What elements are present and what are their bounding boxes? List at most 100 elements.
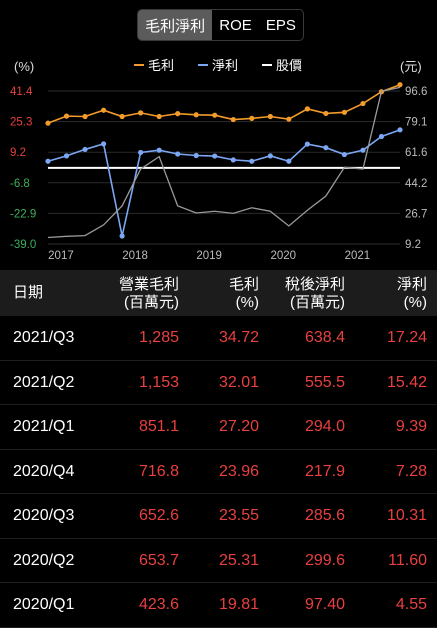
series-point-2: [304, 141, 310, 147]
row-gross-profit: 1,153: [138, 373, 179, 391]
row-gross-profit: 1,285: [138, 329, 179, 346]
series-point-2: [82, 146, 88, 153]
series-point-1: [267, 113, 273, 120]
row-net-margin: 4.55: [395, 596, 427, 613]
row-gross-profit: 653.7: [138, 551, 179, 569]
series-line-1: [47, 83, 401, 124]
row-gross-margin: 27.20: [218, 418, 259, 435]
series-point-1: [341, 109, 348, 115]
row-gross-margin: 25.31: [218, 551, 259, 569]
legend-label: 淨利: [212, 58, 238, 73]
series-line-2: [47, 129, 401, 237]
table-row[interactable]: 2020/Q4 716.8 23.96 217.9 7.28: [0, 450, 437, 494]
row-gross-profit: 851.1: [138, 418, 179, 435]
row-gross-margin: 23.96: [218, 462, 259, 480]
row-net-profit: 217.9: [304, 462, 345, 480]
row-gross-profit: 423.6: [138, 596, 179, 613]
series-point-1: [360, 100, 366, 107]
row-net-margin: 9.39: [395, 418, 427, 435]
margin-chart: (%) (元) 毛利 淨利 股價 41.4 25.3 9.2 -6.8 -22.9 -39.0…: [10, 58, 427, 262]
series-point-2: [249, 158, 255, 164]
row-gross-margin: 34.72: [218, 329, 259, 346]
tab-gross-net-margin[interactable]: 毛利淨利: [138, 10, 213, 40]
row-date: 2020/Q4: [13, 462, 75, 480]
metric-tabs: 毛利淨利 ROE EPS: [137, 9, 304, 41]
right-tick-label: 9.2: [405, 239, 421, 251]
series-point-2: [193, 152, 199, 159]
table-row[interactable]: 2021/Q1 851.1 27.20 294.0 9.39: [0, 405, 437, 450]
series-point-1: [212, 112, 218, 118]
right-axis-unit: (元): [400, 59, 422, 74]
left-tick-label: -22.9: [10, 208, 36, 220]
series-point-1: [119, 113, 125, 120]
financial-table: 日期 營業毛利 (百萬元) 毛利 (%) 稅後淨利 (百萬元) 淨利 (%) 2021/…: [0, 270, 437, 628]
series-point-2: [230, 157, 236, 163]
left-tick-label: 41.4: [10, 86, 33, 98]
series-point-1: [82, 113, 88, 120]
legend: 毛利 淨利 股價: [134, 58, 302, 73]
right-tick-label: 96.6: [405, 86, 427, 98]
table-header: 日期 營業毛利 (百萬元) 毛利 (%) 稅後淨利 (百萬元) 淨利 (%): [0, 270, 437, 316]
series-point-1: [63, 113, 70, 119]
series-line-3: [47, 86, 401, 239]
row-date: 2020/Q1: [13, 596, 75, 613]
tab-roe[interactable]: ROE: [219, 16, 252, 34]
header-gross-profit: 營業毛利 (百萬元): [118, 276, 179, 311]
x-tick-label: 2017: [48, 250, 74, 262]
series-point-2: [286, 158, 292, 164]
row-net-profit: 97.40: [304, 596, 345, 613]
row-net-margin: 10.31: [386, 507, 427, 524]
left-tick-label: 25.3: [10, 117, 32, 129]
header-net-margin: 淨利 (%): [396, 276, 427, 311]
table-row[interactable]: 2020/Q1 423.6 19.81 97.40 4.55: [0, 583, 437, 628]
header-date: 日期: [13, 284, 44, 301]
right-tick-label: 44.2: [405, 178, 427, 190]
row-net-margin: 7.28: [395, 462, 427, 480]
x-tick-label: 2020: [270, 250, 296, 262]
x-tick-label: 2021: [345, 250, 371, 262]
row-gross-profit: 716.8: [138, 462, 179, 480]
series-point-2: [360, 147, 366, 153]
row-date: 2021/Q1: [13, 418, 75, 435]
row-gross-margin: 23.55: [218, 507, 259, 524]
row-net-profit: 555.5: [304, 373, 345, 391]
row-net-profit: 285.6: [304, 507, 345, 524]
series-point-2: [45, 158, 51, 164]
row-date: 2021/Q3: [13, 329, 75, 346]
row-net-margin: 17.24: [386, 329, 427, 346]
right-tick-label: 26.7: [405, 208, 427, 220]
tab-eps[interactable]: EPS: [265, 16, 296, 34]
series-point-1: [100, 107, 107, 113]
series-point-1: [249, 115, 255, 122]
series-point-2: [119, 233, 125, 239]
table-row[interactable]: 2021/Q3 1,285 34.72 638.4 17.24: [0, 316, 437, 361]
row-net-profit: 638.4: [304, 329, 345, 346]
series-point-2: [267, 153, 273, 159]
series-point-1: [304, 106, 310, 112]
series-point-2: [212, 153, 218, 159]
series-point-2: [323, 145, 329, 151]
series-point-1: [138, 110, 144, 116]
row-net-profit: 299.6: [304, 551, 345, 569]
series-point-2: [397, 127, 403, 133]
header-net-profit: 稅後淨利 (百萬元): [284, 276, 345, 311]
row-gross-margin: 32.01: [218, 373, 259, 391]
left-tick-label: 9.2: [10, 147, 26, 159]
series-point-1: [193, 112, 199, 118]
row-net-profit: 294.0: [304, 418, 345, 435]
legend-label: 股價: [276, 58, 302, 73]
series-point-1: [286, 116, 292, 122]
row-gross-profit: 652.6: [138, 507, 179, 524]
table-row[interactable]: 2020/Q3 652.6 23.55 285.6 10.31: [0, 494, 437, 539]
row-date: 2020/Q2: [13, 551, 75, 569]
right-tick-label: 61.6: [405, 147, 427, 159]
row-net-margin: 15.42: [386, 373, 427, 391]
series-point-2: [341, 151, 348, 158]
series-point-2: [378, 133, 385, 140]
series-point-1: [175, 111, 181, 117]
left-tick-label: -39.0: [10, 239, 36, 251]
header-gross-margin: 毛利 (%): [228, 276, 259, 311]
series-point-2: [138, 149, 144, 156]
table-row[interactable]: 2020/Q2 653.7 25.31 299.6 11.60: [0, 539, 437, 583]
table-row[interactable]: 2021/Q2 1,153 32.01 555.5 15.42: [0, 361, 437, 405]
